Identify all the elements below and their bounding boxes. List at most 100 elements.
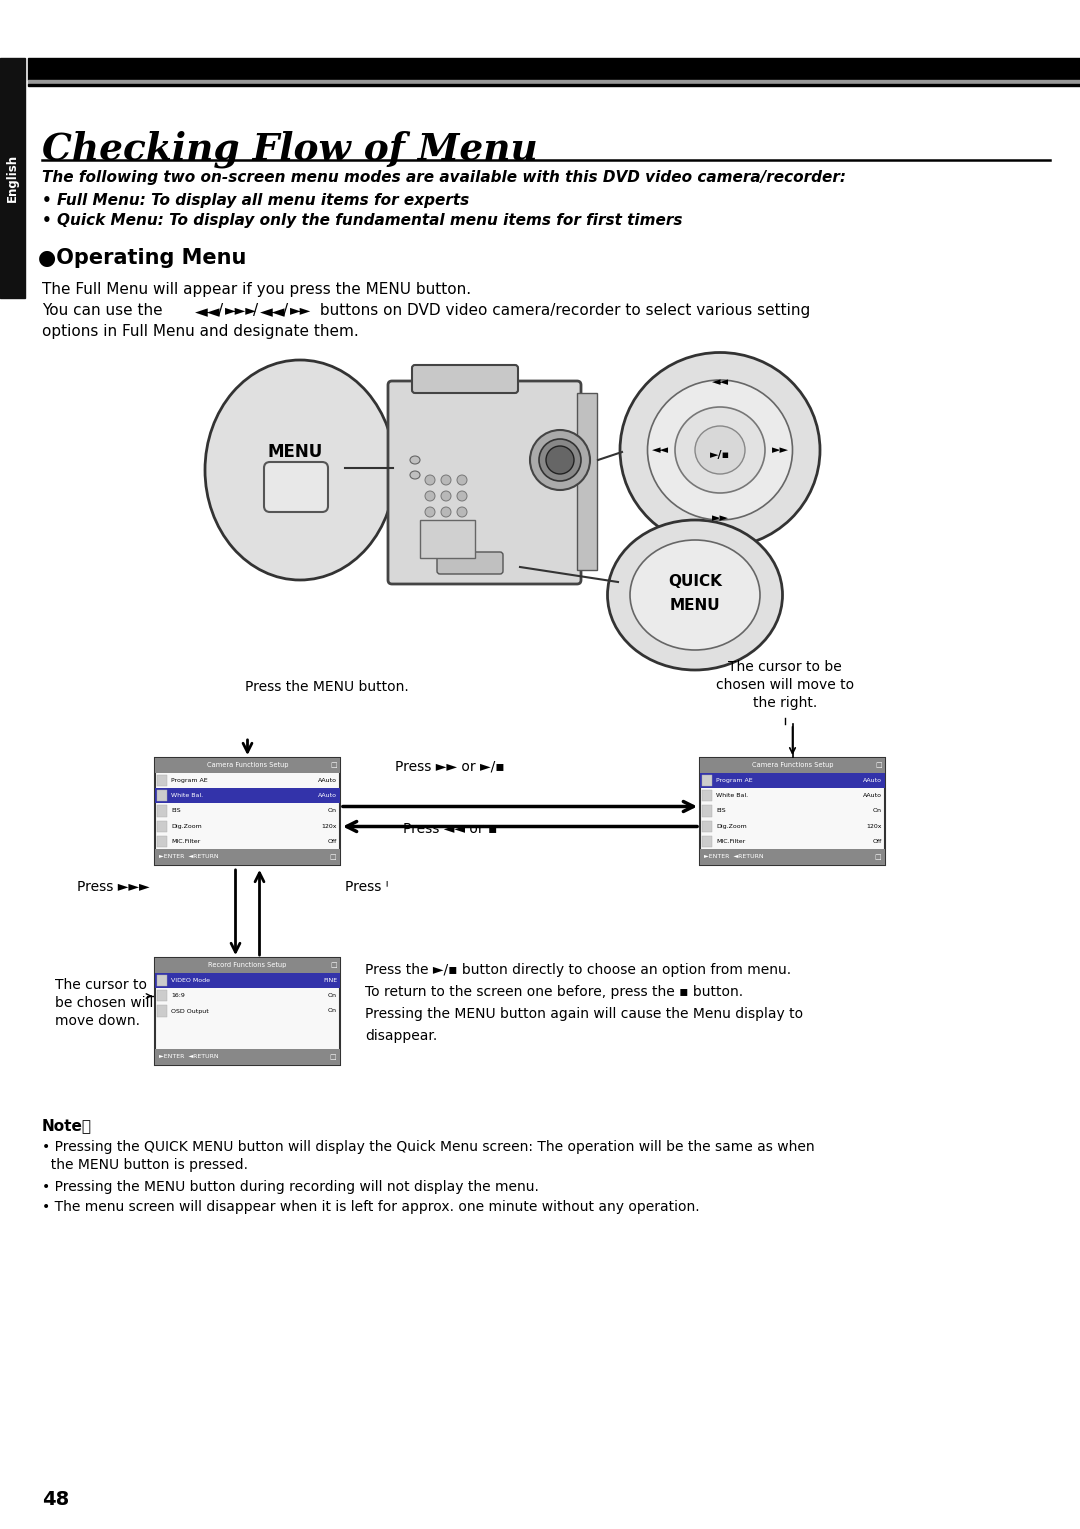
Bar [28,58,1080,80]
Text: • The menu screen will disappear when it is left for approx. one minute without : • The menu screen will disappear when it… [42,1200,700,1214]
Text: • Pressing the QUICK MENU button will display the Quick Menu screen: The operati: • Pressing the QUICK MENU button will di… [42,1141,814,1154]
FancyBboxPatch shape [264,462,328,512]
Bar [702,806,712,816]
Bar [700,774,885,789]
Ellipse shape [205,359,395,579]
Text: AAuto: AAuto [863,778,882,783]
Text: English: English [5,154,18,202]
Bar [156,1049,340,1066]
Text: 48: 48 [42,1489,69,1509]
Text: Press ►►►: Press ►►► [78,881,150,894]
Text: ►►: ►► [712,514,729,523]
Ellipse shape [539,439,581,482]
Bar [700,758,885,774]
Bar [702,775,712,786]
Text: /: / [218,303,224,318]
Text: ◄◄: ◄◄ [651,445,669,456]
Text: Dig.Zoom: Dig.Zoom [171,824,202,829]
Text: MIC.Filter: MIC.Filter [716,839,745,844]
Text: be chosen will: be chosen will [55,995,153,1011]
Text: The following two on-screen menu modes are available with this DVD video camera/: The following two on-screen menu modes a… [42,170,846,185]
Bar [157,976,167,986]
Text: On: On [328,809,337,813]
Text: □: □ [330,962,337,968]
Bar [420,520,475,558]
Text: 120x: 120x [322,824,337,829]
Bar [157,1006,167,1017]
Text: EIS: EIS [716,809,726,813]
Text: On: On [328,994,337,998]
Bar [700,849,885,865]
Ellipse shape [441,476,451,485]
Bar [700,758,885,865]
Text: MIC.Filter: MIC.Filter [171,839,200,844]
Ellipse shape [457,491,467,502]
Text: ►ENTER  ◄RETURN: ►ENTER ◄RETURN [159,855,218,859]
Text: ►ENTER  ◄RETURN: ►ENTER ◄RETURN [159,1055,218,1060]
Bar [156,758,340,865]
Text: ►/▪: ►/▪ [710,450,730,460]
Bar [156,959,340,1066]
Text: Note：: Note： [42,1118,92,1133]
Text: QUICK: QUICK [669,575,721,590]
Text: ◄◄: ◄◄ [260,303,285,321]
Text: The cursor to: The cursor to [55,979,147,992]
Text: 16:9: 16:9 [171,994,185,998]
FancyArrowPatch shape [146,994,151,998]
Text: Pressing the MENU button again will cause the Menu display to: Pressing the MENU button again will caus… [365,1008,804,1021]
Text: Camera Functions Setup: Camera Functions Setup [206,763,288,769]
Text: move down.: move down. [55,1014,140,1027]
FancyBboxPatch shape [437,552,503,573]
Ellipse shape [410,456,420,463]
Text: ►►: ►► [291,303,311,317]
Text: FINE: FINE [323,979,337,983]
Text: □: □ [330,763,337,769]
Ellipse shape [675,407,765,492]
Ellipse shape [426,476,435,485]
Text: ►►►: ►►► [225,303,257,317]
Text: The Full Menu will appear if you press the MENU button.: The Full Menu will appear if you press t… [42,281,471,297]
Text: AAuto: AAuto [863,794,882,798]
Ellipse shape [620,353,820,547]
Text: VIDEO Mode: VIDEO Mode [171,979,210,983]
Ellipse shape [457,508,467,517]
Text: On: On [873,809,882,813]
Text: EIS: EIS [171,809,180,813]
Text: Off: Off [327,839,337,844]
Ellipse shape [546,446,573,474]
Ellipse shape [441,508,451,517]
Text: OSD Output: OSD Output [171,1009,208,1014]
Text: Checking Flow of Menu: Checking Flow of Menu [42,130,538,168]
Bar [28,84,1080,86]
Text: buttons on DVD video camera/recorder to select various setting: buttons on DVD video camera/recorder to … [315,303,810,318]
Text: Program AE: Program AE [171,778,207,783]
Text: You can use the: You can use the [42,303,167,318]
Text: disappear.: disappear. [365,1029,437,1043]
Bar [702,821,712,832]
Ellipse shape [441,491,451,502]
Bar [156,758,340,774]
Bar [702,836,712,847]
Text: AAuto: AAuto [318,778,337,783]
Bar [157,991,167,1001]
Ellipse shape [648,381,793,520]
Bar [156,959,340,972]
Bar [28,80,1080,84]
Text: ◄◄: ◄◄ [195,303,220,321]
Text: AAuto: AAuto [318,794,337,798]
Bar [156,789,340,803]
Text: Program AE: Program AE [716,778,753,783]
Text: • Pressing the MENU button during recording will not display the menu.: • Pressing the MENU button during record… [42,1180,539,1194]
FancyArrowPatch shape [789,726,795,754]
Text: □: □ [876,763,882,769]
Text: On: On [328,1009,337,1014]
Bar [702,790,712,801]
Ellipse shape [630,540,760,650]
Text: MENU: MENU [670,598,720,613]
Text: Press the MENU button.: Press the MENU button. [245,680,408,694]
Text: ◄◄: ◄◄ [712,378,729,387]
Text: Dig.Zoom: Dig.Zoom [716,824,746,829]
Ellipse shape [696,427,745,474]
Text: Off: Off [873,839,882,844]
Bar [156,849,340,865]
